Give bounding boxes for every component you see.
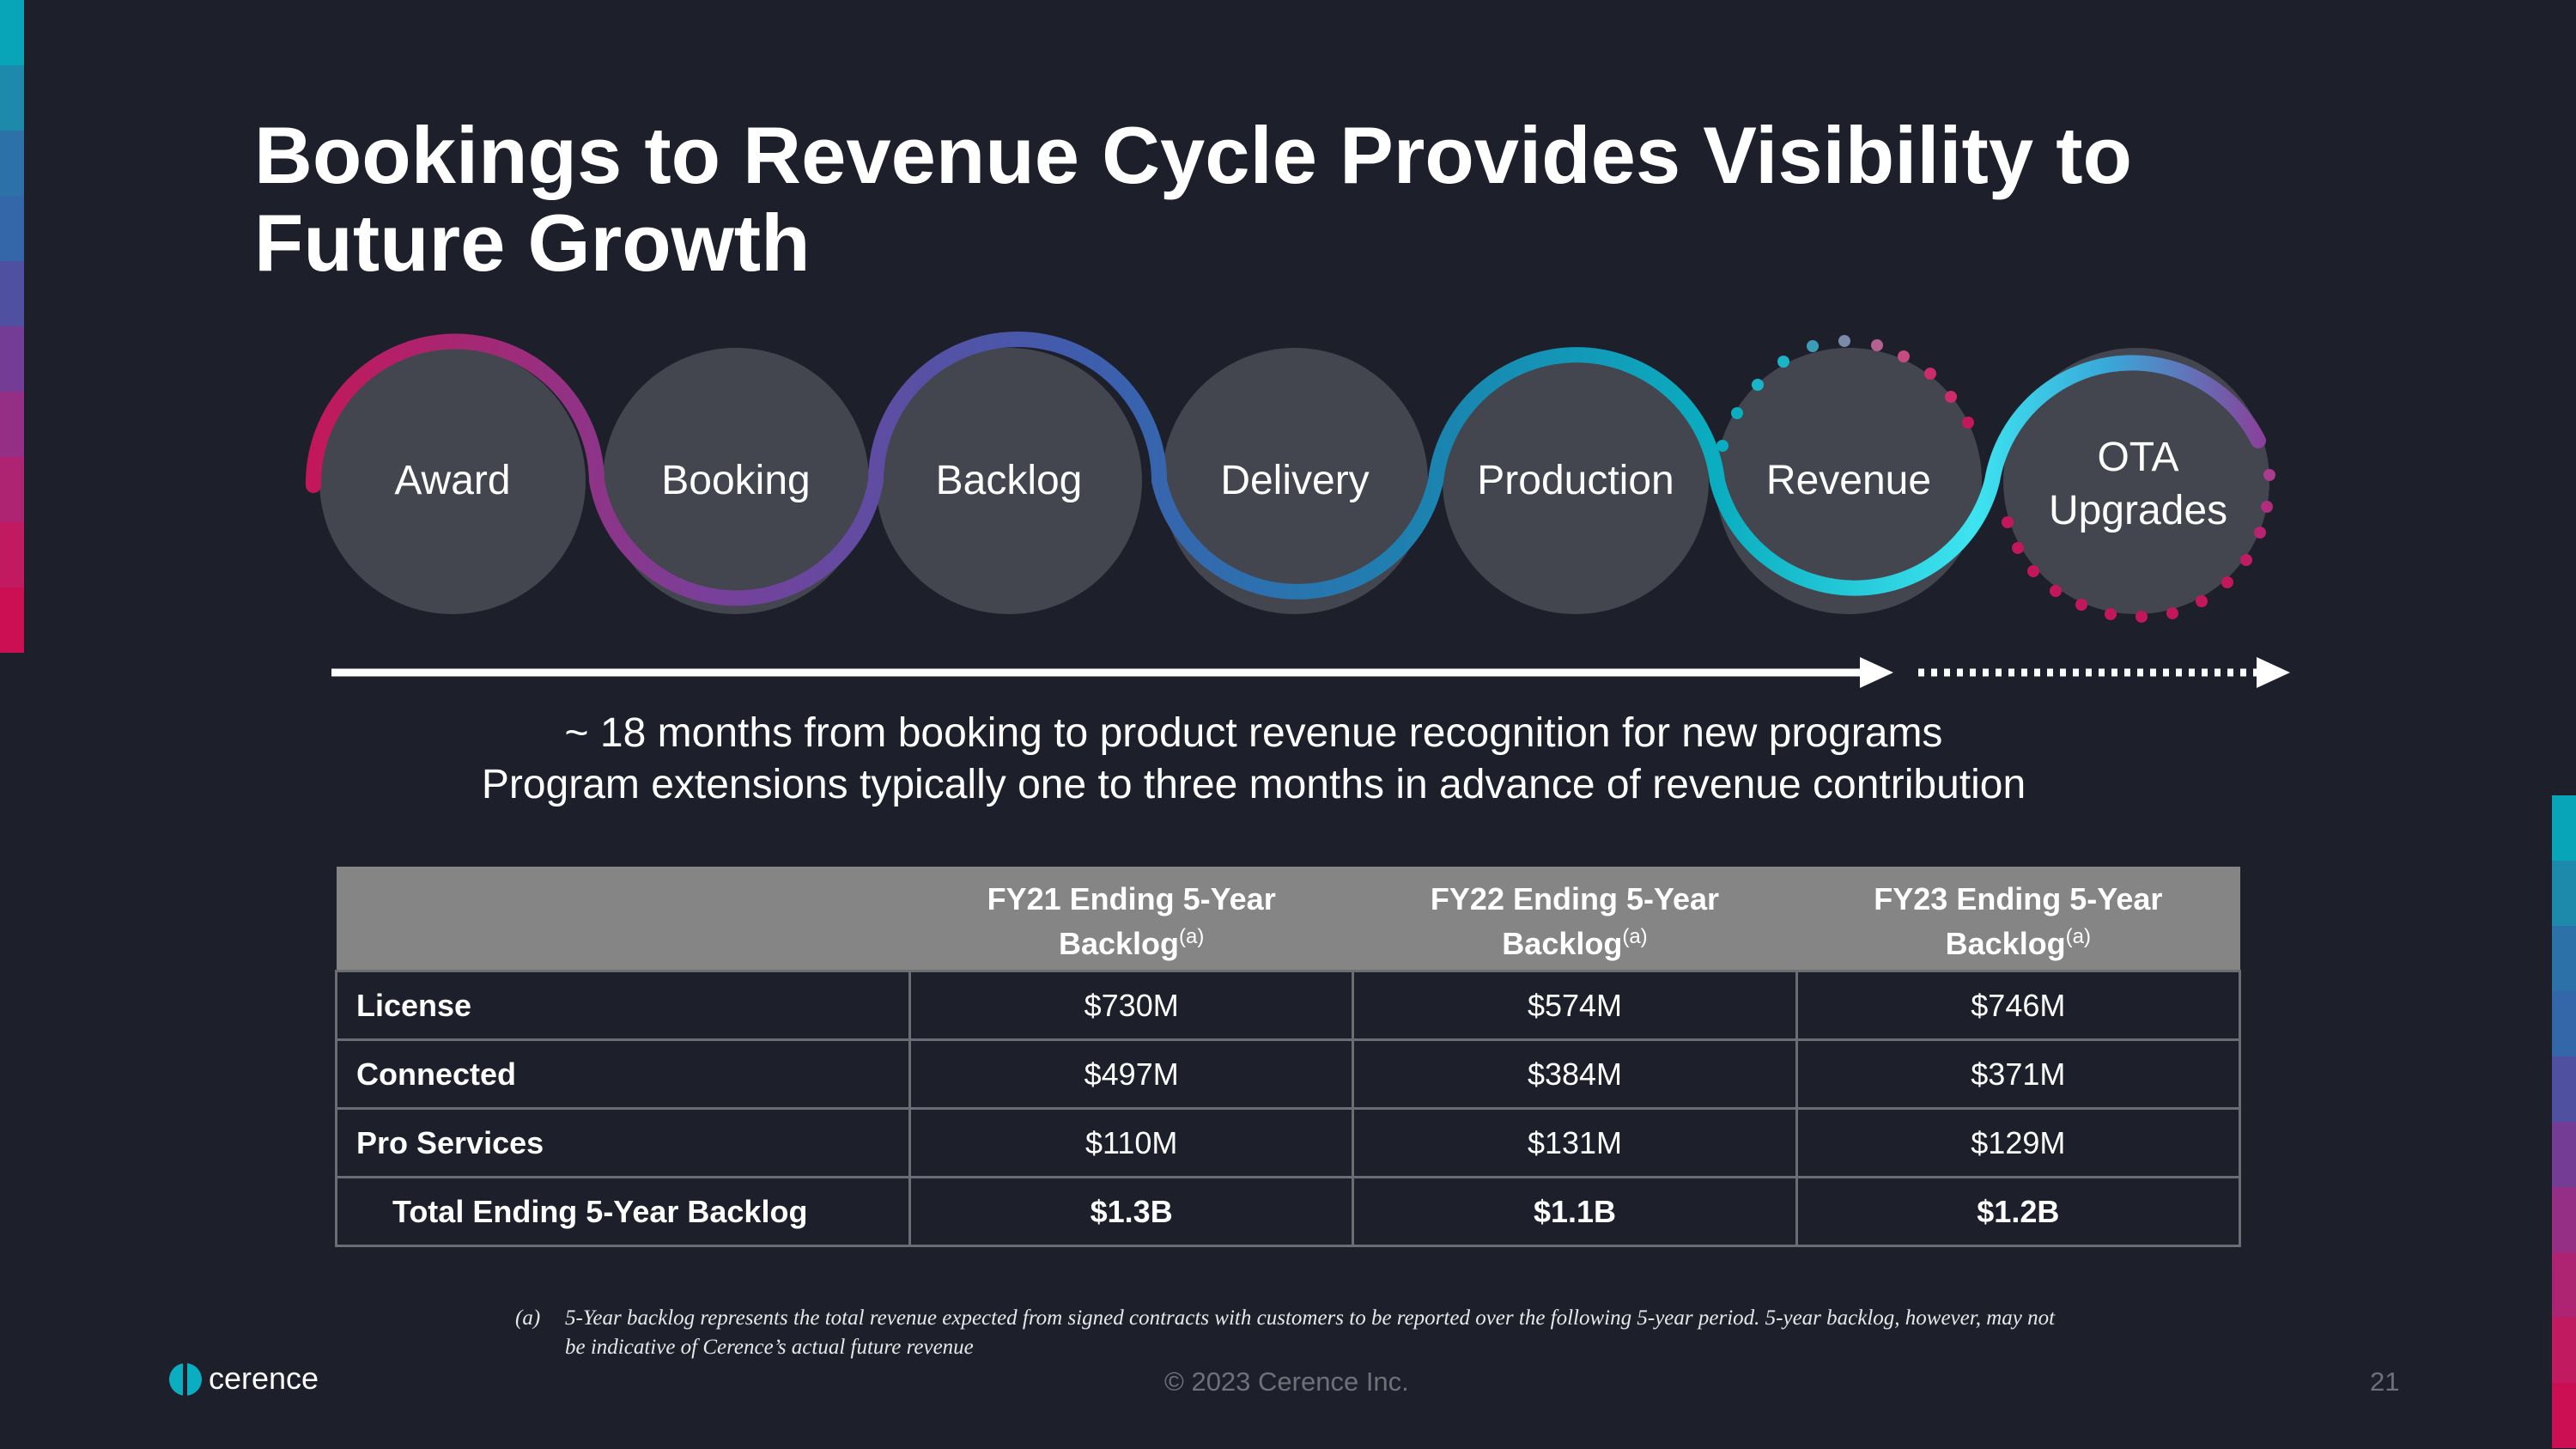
copyright: © 2023 Cerence Inc. xyxy=(1164,1367,1409,1397)
cell-value: $384M xyxy=(1352,1038,1798,1110)
cycle-label-production: Production xyxy=(1477,458,1674,503)
table-row: Pro Services $110M $131M $129M xyxy=(335,1107,2242,1178)
caption-line-1: ~ 18 months from booking to product reve… xyxy=(564,710,1943,756)
cell-value: $129M xyxy=(1795,1107,2242,1178)
cell-value: $730M xyxy=(908,970,1355,1041)
backlog-table: FY21 Ending 5-Year Backlog(a) FY22 Ending… xyxy=(335,867,2242,1247)
production-circle xyxy=(1443,348,1709,614)
row-label: Total Ending 5-Year Backlog xyxy=(335,1176,911,1247)
footnote-marker: (a) xyxy=(515,1306,541,1330)
cell-value: $497M xyxy=(908,1038,1355,1110)
revenue-circle xyxy=(1716,348,1982,614)
booking-circle xyxy=(603,348,869,614)
delivery-circle xyxy=(1162,348,1428,614)
cycle-circles xyxy=(319,348,2269,614)
cycle-label-backlog: Backlog xyxy=(936,458,1083,503)
cell-value: $371M xyxy=(1795,1038,2242,1110)
cycle-label-revenue: Revenue xyxy=(1766,458,1931,503)
table-header-fy23: FY23 Ending 5-Year Backlog(a) xyxy=(1796,867,2240,971)
row-label: Connected xyxy=(335,1038,911,1110)
cycle-label-upgrades: Upgrades xyxy=(2049,488,2227,533)
cycle-label-booking: Booking xyxy=(661,458,810,503)
table-header-fy21: FY21 Ending 5-Year Backlog(a) xyxy=(909,867,1353,971)
row-label: License xyxy=(335,970,911,1041)
row-label: Pro Services xyxy=(335,1107,911,1178)
table-total-row: Total Ending 5-Year Backlog $1.3B $1.1B … xyxy=(335,1176,2242,1247)
footnote-text: 5-Year backlog represents the total reve… xyxy=(565,1306,2056,1359)
cell-value: $574M xyxy=(1352,970,1798,1041)
cerence-logo-text: cerence xyxy=(209,1361,319,1396)
cycle-wave-connector xyxy=(305,332,2266,606)
timeline-arrow xyxy=(331,657,2290,688)
table-row: License $730M $574M $746M xyxy=(335,970,2242,1041)
cerence-logo: cerence xyxy=(169,1361,319,1397)
table-header-fy22: FY22 Ending 5-Year Backlog(a) xyxy=(1352,867,1797,971)
page-title: Bookings to Revenue Cycle Provides Visib… xyxy=(254,110,2132,288)
caption-line-2: Program extensions typically one to thre… xyxy=(481,762,2026,807)
cell-value: $131M xyxy=(1352,1107,1798,1178)
cell-value: $746M xyxy=(1795,970,2242,1041)
right-accent-bar xyxy=(2552,795,2576,1449)
left-accent-bar xyxy=(0,0,24,654)
table-row: Connected $497M $384M $371M xyxy=(335,1038,2242,1110)
cycle-label-delivery: Delivery xyxy=(1220,458,1369,503)
award-circle xyxy=(319,348,586,614)
backlog-circle xyxy=(876,348,1142,614)
cycle-label-award: Award xyxy=(394,458,510,503)
ota-upgrades-circle xyxy=(2003,348,2269,614)
revenue-dotted-arc xyxy=(1716,335,1974,452)
table-header-row: FY21 Ending 5-Year Backlog(a) FY22 Ending… xyxy=(336,867,2240,971)
page-number: 21 xyxy=(2370,1367,2400,1397)
cell-value: $1.1B xyxy=(1352,1176,1798,1247)
cell-value: $1.2B xyxy=(1795,1176,2242,1247)
cell-value: $1.3B xyxy=(908,1176,1355,1247)
cycle-label-ota: OTA xyxy=(2097,435,2178,480)
cell-value: $110M xyxy=(908,1107,1355,1178)
footnote: (a) 5-Year backlog represents the total … xyxy=(515,1304,2061,1362)
table-header-blank xyxy=(336,867,910,971)
cycle-diagram: Award Booking Backlog Delivery Productio… xyxy=(305,332,2290,688)
ota-dotted-arc xyxy=(2002,469,2275,623)
